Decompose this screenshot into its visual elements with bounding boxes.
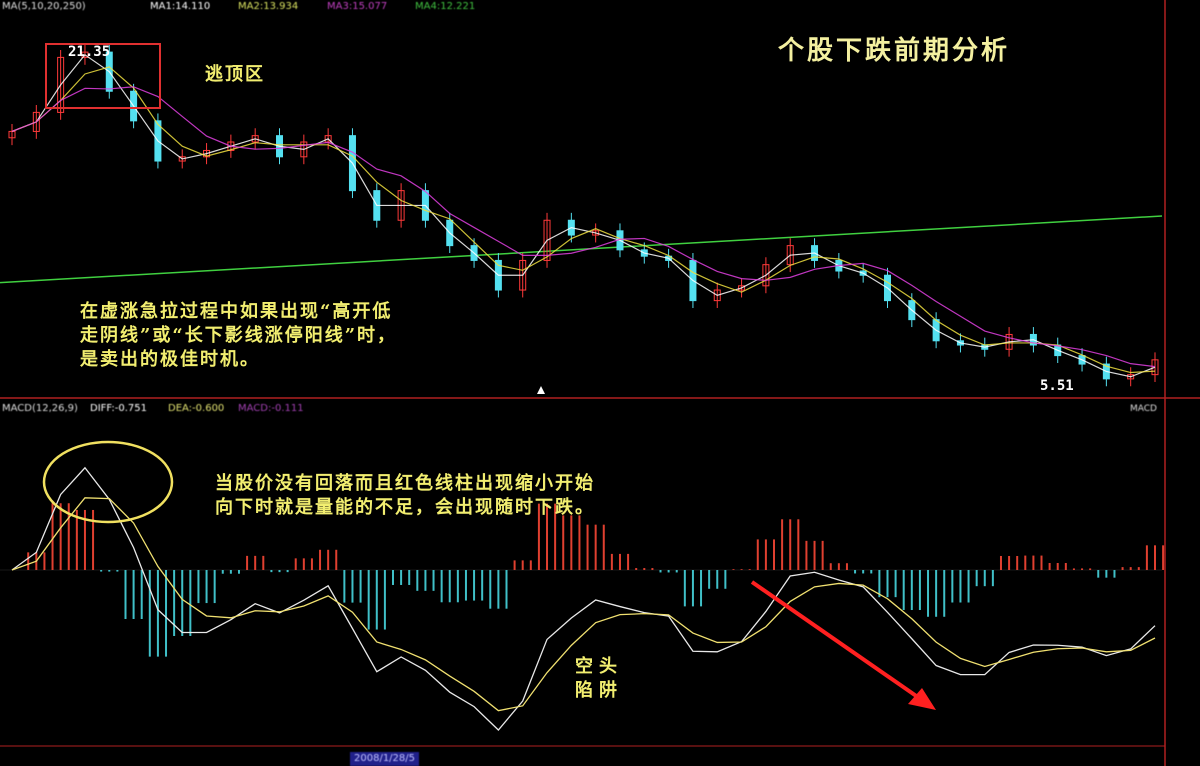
ma3-line: [11, 86, 1156, 368]
date-label: 2008/1/28/5: [350, 752, 420, 766]
ma1-value: MA1:14.110: [150, 1, 211, 12]
up-marker-icon: [537, 386, 545, 394]
chart-title: 个股下跌前期分析: [778, 36, 1011, 66]
ma-params: MA(5,10,20,250): [2, 1, 86, 12]
diff-line: [11, 466, 1156, 731]
price-high-label: 21.35: [68, 44, 111, 60]
candle: [251, 135, 259, 143]
macd-diff: DIFF:-0.751: [90, 403, 147, 414]
ma4-value: MA4:12.221: [415, 1, 476, 12]
price-low-label: 5.51: [1040, 378, 1074, 394]
down-arrow-head: [908, 688, 936, 710]
candle: [178, 156, 186, 162]
header-bar: [0, 0, 1200, 12]
divergence-circle: [42, 440, 174, 524]
dea-line: [11, 497, 1156, 712]
macd-value: MACD:-0.111: [238, 403, 304, 414]
price-note: 在虚涨急拉过程中如果出现“高开低走阴线”或“长下影线涨停阳线”时，是卖出的极佳时…: [80, 301, 398, 370]
macd-dea: DEA:-0.600: [168, 403, 225, 414]
bear-trap-label: 空头陷阱: [575, 656, 623, 701]
macd-panel-label: MACD: [1130, 404, 1157, 414]
candle: [32, 111, 40, 132]
candle: [203, 149, 211, 158]
candle: [592, 230, 600, 236]
candle: [81, 51, 89, 58]
candle: [543, 219, 551, 261]
candle: [738, 285, 746, 291]
ma3-value: MA3:15.077: [327, 1, 388, 12]
candle: [57, 56, 65, 113]
candle: [713, 289, 721, 302]
candle: [1151, 359, 1159, 376]
candle: [762, 264, 770, 287]
down-arrow-shaft: [750, 580, 924, 702]
top-zone-label: 逃顶区: [205, 64, 265, 85]
macd-params: MACD(12,26,9): [2, 403, 78, 414]
ma4-line: [0, 215, 1163, 284]
ma2-line: [11, 66, 1156, 374]
macd-note: 当股价没有回落而且红色线柱出现缩小开始向下时就是量能的不足，会出现随时下跌。: [215, 473, 595, 518]
top-zone-box: [45, 43, 161, 109]
candle: [1127, 374, 1135, 380]
ma2-value: MA2:13.934: [238, 1, 299, 12]
